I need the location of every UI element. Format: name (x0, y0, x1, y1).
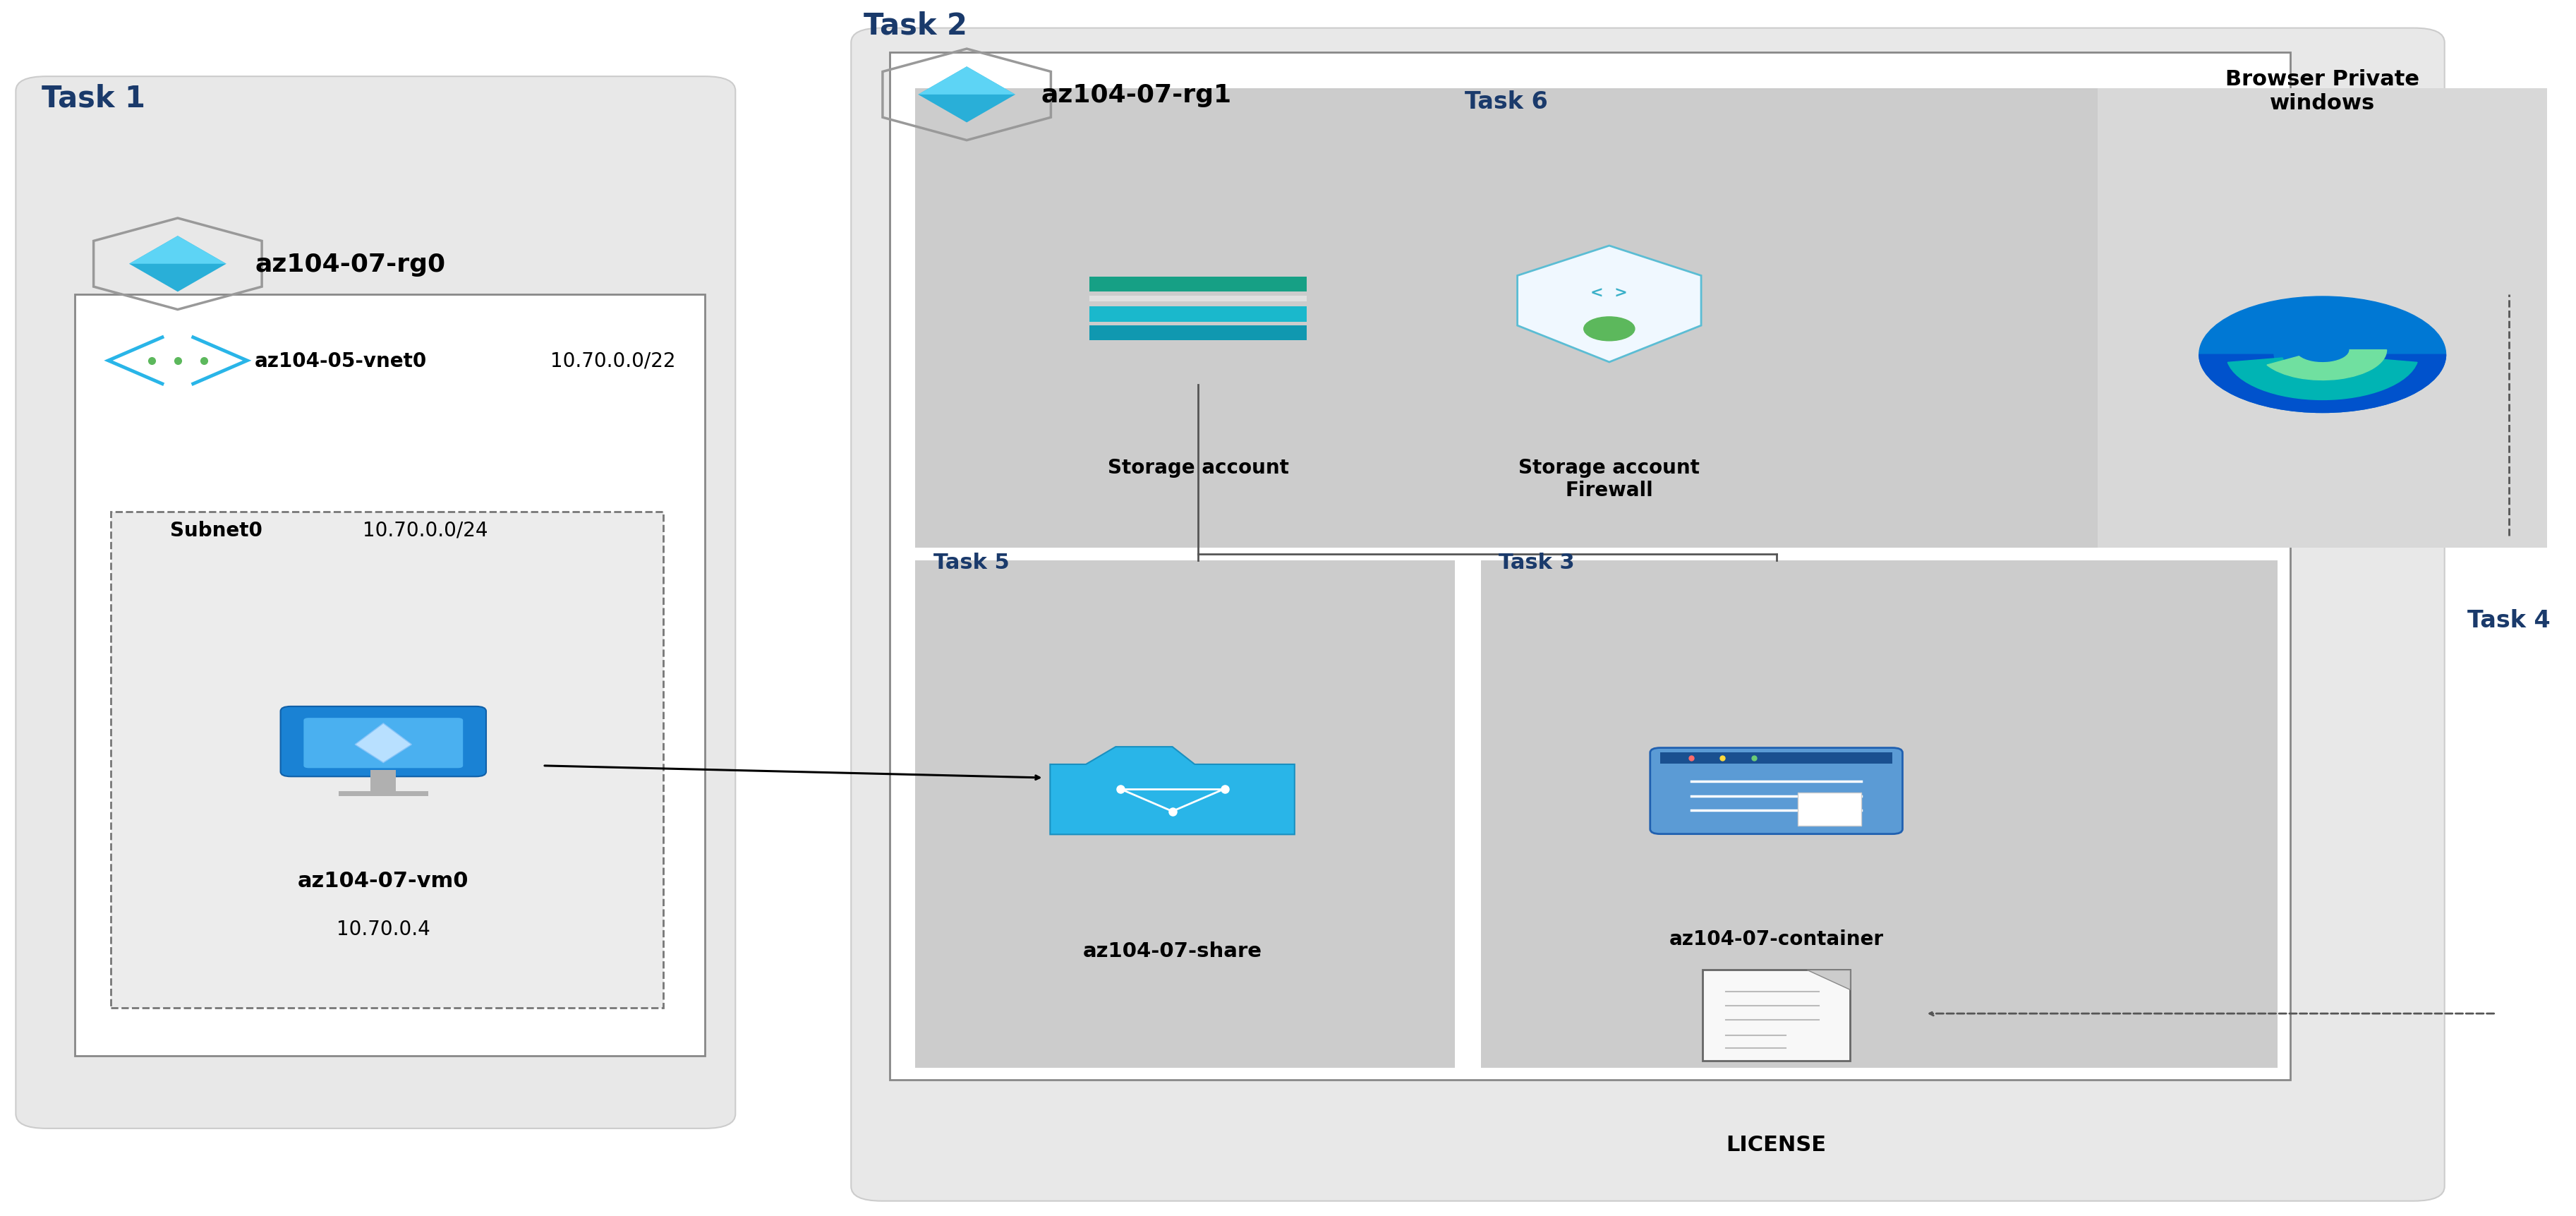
Bar (1090, 326, 1306, 340)
Text: Task 6: Task 6 (1466, 90, 1548, 113)
Polygon shape (1051, 747, 1296, 834)
Bar (1798, 793, 1860, 826)
Bar (75, 294, 706, 1055)
Bar (914, 561, 1455, 1068)
Polygon shape (129, 236, 227, 264)
Polygon shape (917, 67, 1015, 123)
Text: az104-07-share: az104-07-share (1082, 941, 1262, 961)
Wedge shape (2267, 350, 2385, 381)
Text: Subnet0: Subnet0 (170, 520, 263, 540)
Text: 10.70.0.4: 10.70.0.4 (337, 919, 430, 939)
Text: az104-05-vnet0: az104-05-vnet0 (255, 351, 428, 371)
Text: <  >: < > (1589, 286, 1628, 300)
Bar (1090, 306, 1306, 322)
Text: LICENSE: LICENSE (1726, 1135, 1826, 1155)
Bar (111, 512, 665, 1008)
Text: Task 4: Task 4 (2468, 609, 2550, 632)
Text: Browser Private
windows: Browser Private windows (2226, 69, 2419, 113)
Bar (371, 770, 397, 793)
Bar (2097, 89, 2548, 548)
Bar (1703, 969, 1850, 1060)
FancyBboxPatch shape (15, 77, 734, 1128)
Polygon shape (355, 724, 412, 762)
Wedge shape (2200, 355, 2445, 413)
Circle shape (1584, 317, 1636, 342)
Text: az104-07-rg0: az104-07-rg0 (255, 253, 446, 276)
Bar (889, 52, 2290, 1080)
Polygon shape (1517, 246, 1700, 362)
Text: Task 1: Task 1 (41, 84, 144, 113)
Polygon shape (1806, 969, 1850, 990)
Text: 10.70.0.0/22: 10.70.0.0/22 (551, 351, 675, 371)
Text: az104-07-vm0: az104-07-vm0 (299, 871, 469, 891)
FancyBboxPatch shape (281, 706, 487, 777)
Circle shape (2200, 297, 2445, 413)
Text: 10.70.0.0/24: 10.70.0.0/24 (363, 520, 487, 540)
Text: az104-07-rg1: az104-07-rg1 (1041, 83, 1231, 107)
Text: Task 3: Task 3 (1499, 552, 1574, 573)
Text: az104-07-container: az104-07-container (1669, 929, 1883, 948)
Text: Task 5: Task 5 (933, 552, 1010, 573)
Bar (1662, 753, 1893, 764)
Bar (1090, 277, 1306, 292)
Polygon shape (917, 67, 1015, 95)
Bar (1090, 297, 1306, 302)
Wedge shape (2228, 359, 2416, 400)
Bar (914, 89, 2097, 548)
FancyBboxPatch shape (1651, 748, 1904, 834)
Polygon shape (129, 236, 227, 292)
Bar (1481, 561, 2277, 1068)
Bar (337, 792, 428, 796)
FancyBboxPatch shape (304, 719, 464, 769)
Text: Storage account: Storage account (1108, 457, 1288, 478)
Text: Task 2: Task 2 (863, 11, 969, 40)
Text: Storage account
Firewall: Storage account Firewall (1520, 457, 1700, 500)
FancyBboxPatch shape (850, 29, 2445, 1201)
